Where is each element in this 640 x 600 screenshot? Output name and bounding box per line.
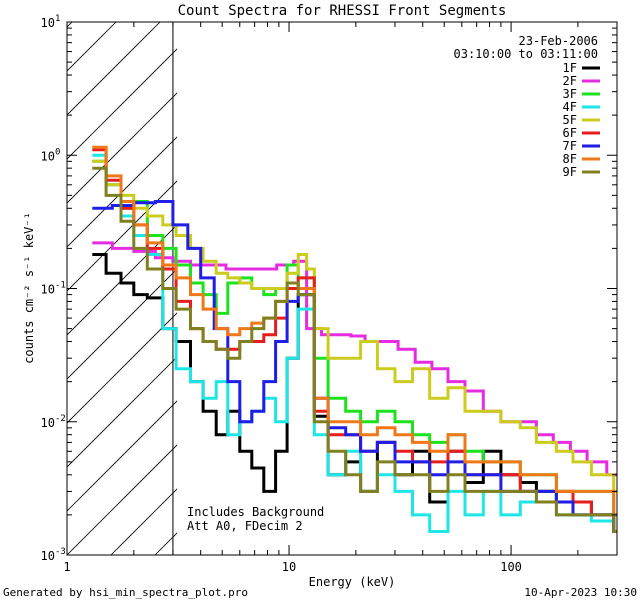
legend-label-6F: 6F bbox=[563, 126, 577, 140]
hatch-line bbox=[67, 180, 177, 292]
annotation-background: Includes Background bbox=[187, 505, 324, 519]
footer-timestamp: 10-Apr-2023 10:30 bbox=[524, 586, 637, 599]
legend-label-4F: 4F bbox=[563, 100, 577, 114]
series-9F bbox=[92, 166, 617, 533]
date-label: 23-Feb-2006 bbox=[519, 34, 598, 48]
hatch-line bbox=[67, 48, 177, 160]
legend-label-5F: 5F bbox=[563, 113, 577, 127]
hatch-line bbox=[67, 356, 177, 468]
hatch-line bbox=[67, 400, 177, 512]
x-tick-label: 10 bbox=[282, 560, 296, 574]
legend-label-1F: 1F bbox=[563, 61, 577, 75]
y-tick-label: 10 bbox=[41, 416, 55, 430]
y-axis-label: counts cm⁻² s⁻¹ keV⁻¹ bbox=[22, 212, 36, 364]
footer-generated: Generated by hsi_min_spectra_plot.pro bbox=[3, 586, 248, 599]
legend-label-7F: 7F bbox=[563, 139, 577, 153]
y-tick-label: 10 bbox=[41, 149, 55, 163]
chart-title: Count Spectra for RHESSI Front Segments bbox=[178, 3, 507, 19]
y-tick-exponent: 0 bbox=[55, 147, 60, 157]
legend-label-9F: 9F bbox=[563, 165, 577, 179]
y-tick-exponent: 1 bbox=[55, 14, 60, 24]
y-tick-exponent: -2 bbox=[55, 414, 66, 424]
legend-label-3F: 3F bbox=[563, 87, 577, 101]
x-axis-label: Energy (keV) bbox=[309, 575, 396, 589]
y-tick-exponent: -1 bbox=[55, 281, 66, 291]
hatch-lines bbox=[67, 22, 177, 555]
time-range-label: 03:10:00 to 03:11:00 bbox=[454, 47, 599, 61]
legend-label-8F: 8F bbox=[563, 152, 577, 166]
series-layer bbox=[92, 145, 617, 533]
series-4F bbox=[92, 153, 617, 533]
y-tick-exponent: -3 bbox=[55, 547, 66, 557]
legend-label-2F: 2F bbox=[563, 74, 577, 88]
x-tick-label: 1 bbox=[63, 560, 70, 574]
y-tick-label: 10 bbox=[41, 549, 55, 563]
hatch-line bbox=[67, 22, 161, 116]
y-tick-label: 10 bbox=[41, 16, 55, 30]
x-tick-label: 100 bbox=[500, 560, 522, 574]
annotation-attenuator: Att A0, FDecim 2 bbox=[187, 519, 303, 533]
y-tick-label: 10 bbox=[41, 283, 55, 297]
hatch-line bbox=[67, 224, 177, 336]
hatch-line bbox=[67, 268, 177, 380]
hatch-line bbox=[67, 444, 177, 555]
